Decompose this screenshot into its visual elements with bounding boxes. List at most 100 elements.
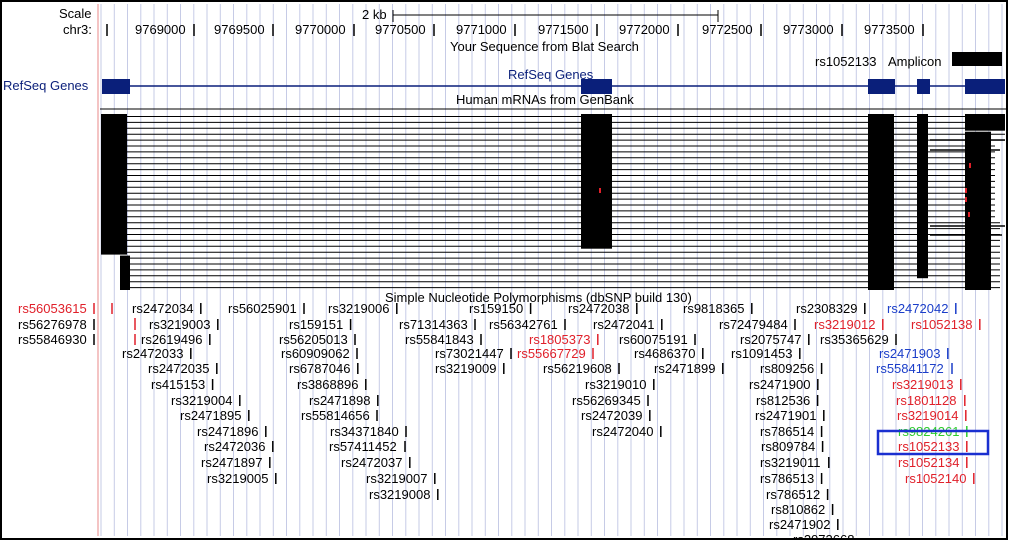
snp-label[interactable]: rs3219011 <box>760 455 820 470</box>
snp-label[interactable]: rs1091453 <box>731 346 792 361</box>
snp-label[interactable]: rs2472033 <box>122 346 183 361</box>
snp-label[interactable]: rs55841843 <box>405 332 474 347</box>
mrna-exon-block[interactable] <box>101 114 127 255</box>
snp-label[interactable]: rs3219007 <box>366 471 427 486</box>
snp-label[interactable]: rs3219013 <box>892 377 953 392</box>
snp-label[interactable]: rs809256 <box>760 361 814 376</box>
snp-label[interactable]: rs2472036 <box>204 439 265 454</box>
mrna-exon-block[interactable] <box>120 255 130 290</box>
snp-label[interactable]: rs1805373 <box>529 332 590 347</box>
snp-label[interactable]: rs159151 <box>289 317 343 332</box>
snp-label[interactable]: rs786512 <box>766 487 820 502</box>
snp-label[interactable]: rs1052133 <box>898 439 959 454</box>
mrna-alignments[interactable] <box>101 114 1005 290</box>
snp-label[interactable]: rs72479484 <box>719 317 788 332</box>
ruler-position-label: 9773000 <box>783 22 834 37</box>
snp-label[interactable]: rs2472035 <box>148 361 209 376</box>
snp-label[interactable]: rs3219014 <box>897 408 958 423</box>
snp-label[interactable]: rs809784 <box>761 439 815 454</box>
snp-label[interactable]: rs3219010 <box>585 377 646 392</box>
amplicon-label: Amplicon <box>888 54 941 69</box>
snp-label[interactable]: rs55814656 <box>301 408 370 423</box>
snp-label[interactable]: rs56053615 <box>18 301 87 316</box>
snp-label[interactable]: rs3219006 <box>328 301 389 316</box>
snp-label[interactable]: rs3219005 <box>207 471 268 486</box>
snp-label[interactable]: rs56025901 <box>228 301 297 316</box>
snp-labels[interactable]: rs56053615rs56276978rs55846930rs2472034r… <box>18 301 981 545</box>
snp-label[interactable]: rs3219008 <box>369 487 430 502</box>
snp-label[interactable]: rs2472039 <box>581 408 642 423</box>
mrna-exon-block[interactable] <box>868 114 894 290</box>
snp-label[interactable]: rs810862 <box>771 502 825 517</box>
refseq-exon[interactable] <box>965 79 1005 94</box>
refseq-exon[interactable] <box>868 79 895 94</box>
amplicon-block[interactable] <box>952 52 1002 66</box>
snp-label[interactable]: rs55841172 <box>876 361 944 376</box>
coordinate-ruler: 9769000 9769500 9770000 9770500 9771000 97715… <box>135 22 924 37</box>
snp-label[interactable]: rs56205013 <box>279 332 348 347</box>
snp-label[interactable]: rs3219012 <box>814 317 875 332</box>
snp-label[interactable]: rs2471903 <box>879 346 940 361</box>
refseq-track-title: RefSeq Genes <box>508 67 594 82</box>
snp-label[interactable]: rs2472041 <box>593 317 654 332</box>
mrna-exon-block[interactable] <box>965 131 991 290</box>
refseq-exon[interactable] <box>102 79 130 94</box>
rs-amplicon-label: rs1052133 <box>815 54 876 69</box>
snp-label[interactable]: rs6787046 <box>289 361 350 376</box>
snp-label[interactable]: rs786514 <box>760 424 814 439</box>
snp-label[interactable]: rs3868896 <box>297 377 358 392</box>
snp-label[interactable]: rs35365629 <box>820 332 889 347</box>
snp-label[interactable]: rs55667729 <box>517 346 586 361</box>
snp-label[interactable]: rs2471902 <box>769 517 830 532</box>
snp-label[interactable]: rs415153 <box>151 377 205 392</box>
refseq-gene-exons[interactable] <box>102 79 1005 94</box>
snp-label[interactable]: rs2619496 <box>141 332 202 347</box>
snp-label[interactable]: rs159150 <box>469 301 523 316</box>
snp-label[interactable]: rs1052134 <box>898 455 959 470</box>
snp-label[interactable]: rs2471901 <box>755 408 816 423</box>
snp-label[interactable]: rs1052140 <box>905 471 966 486</box>
snp-label[interactable]: rs2471900 <box>749 377 810 392</box>
refseq-side-label[interactable]: RefSeq Genes <box>3 78 89 93</box>
snp-label[interactable]: rs71314363 <box>399 317 468 332</box>
snp-label[interactable]: rs812536 <box>756 393 810 408</box>
snp-label[interactable]: rs3219004 <box>171 393 232 408</box>
snp-label[interactable]: rs2471898 <box>309 393 370 408</box>
snp-label[interactable]: rs2471895 <box>180 408 241 423</box>
snp-label[interactable]: rs3219009 <box>435 361 496 376</box>
snp-label[interactable]: rs2472037 <box>341 455 402 470</box>
snp-label[interactable]: rs2308329 <box>796 301 857 316</box>
mrna-track-title: Human mRNAs from GenBank <box>456 92 634 107</box>
snp-label[interactable]: rs56269345 <box>572 393 641 408</box>
snp-label[interactable]: rs2072668 <box>793 532 854 545</box>
snp-label[interactable]: rs34371840 <box>330 424 399 439</box>
snp-label[interactable]: rs2472038 <box>568 301 629 316</box>
snp-label[interactable]: rs2471896 <box>197 424 258 439</box>
snp-label[interactable]: rs3219003 <box>149 317 210 332</box>
snp-label[interactable]: rs2472040 <box>592 424 653 439</box>
snp-label[interactable]: rs1801128 <box>896 393 956 408</box>
snp-label[interactable]: rs786513 <box>760 471 814 486</box>
refseq-exon[interactable] <box>581 79 612 94</box>
snp-label[interactable]: rs73021447 <box>435 346 504 361</box>
snp-label[interactable]: rs2472034 <box>132 301 193 316</box>
snp-label[interactable]: rs4686370 <box>634 346 695 361</box>
snp-label[interactable]: rs2471897 <box>201 455 262 470</box>
mrna-exon-block[interactable] <box>581 114 612 249</box>
snp-label[interactable]: rs56276978 <box>18 317 87 332</box>
snp-label[interactable]: rs1052138 <box>911 317 972 332</box>
mrna-exon-block[interactable] <box>965 114 1005 131</box>
snp-label[interactable]: rs2472042 <box>887 301 948 316</box>
snp-label[interactable]: rs2075747 <box>740 332 801 347</box>
snp-label[interactable]: rs2471899 <box>654 361 715 376</box>
snp-label[interactable]: rs60075191 <box>619 332 688 347</box>
snp-label[interactable]: rs60909062 <box>281 346 350 361</box>
snp-label[interactable]: rs9818365 <box>683 301 744 316</box>
refseq-exon[interactable] <box>917 79 930 94</box>
snp-label[interactable]: rs57411452 <box>329 439 397 454</box>
snp-label[interactable]: rs56219608 <box>543 361 612 376</box>
mismatch-mark <box>969 163 971 168</box>
snp-label[interactable]: rs56342761 <box>489 317 558 332</box>
mrna-exon-block[interactable] <box>917 114 928 279</box>
snp-label[interactable]: rs55846930 <box>18 332 87 347</box>
